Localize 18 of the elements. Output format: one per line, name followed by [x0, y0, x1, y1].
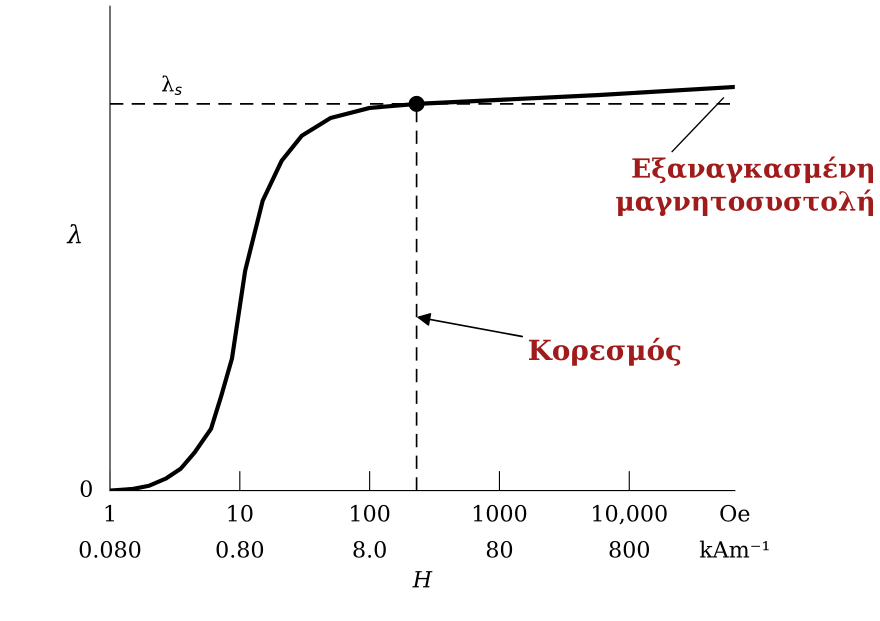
ref-line-label: λ$_{s}$: [162, 75, 182, 96]
x-tick-label: 1: [106, 504, 114, 522]
x-tick-label: 10,000: [593, 504, 667, 524]
x-tick-label: 1000: [474, 504, 526, 522]
text: kAm⁻¹: [700, 540, 769, 558]
x-axis-title: H: [412, 571, 432, 588]
text: Oe: [720, 504, 750, 522]
x-tick-label: 10: [228, 504, 252, 522]
text: 0.080: [80, 540, 140, 558]
text: 800: [610, 540, 649, 558]
annotation: Εξαναγκασμένη μαγνητοσυστολή: [616, 156, 874, 216]
text: 0: [80, 480, 92, 498]
y-axis-title: λ: [66, 224, 81, 244]
annotation: Κορεσμός: [529, 338, 680, 366]
text: 80: [486, 540, 512, 558]
text: 8.0: [353, 540, 386, 558]
x-tick-label: 100: [351, 504, 390, 522]
text: 0.80: [216, 540, 264, 558]
